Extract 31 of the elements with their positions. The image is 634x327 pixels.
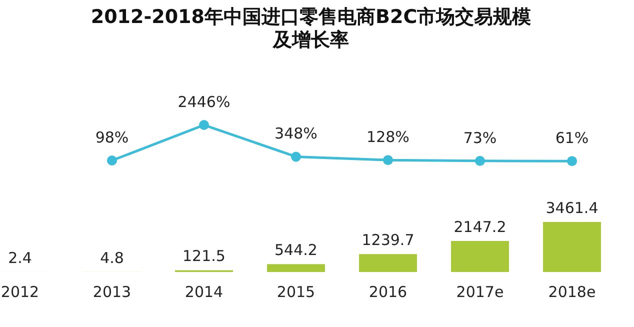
data-label: 98% [95, 128, 129, 147]
bar [451, 240, 509, 272]
point [383, 155, 393, 166]
point [107, 156, 117, 166]
x-tick-label: 2015 [276, 283, 316, 301]
bar [359, 254, 417, 272]
x-tick-label: 2018e [548, 283, 596, 301]
data-label: 73% [463, 128, 497, 147]
data-label: 128% [366, 128, 410, 146]
bar [267, 264, 325, 272]
point [475, 156, 485, 166]
data-label: 61% [555, 129, 589, 148]
data-label: 3461.4 [546, 199, 598, 217]
chart-title: 2012-2018年中国进口零售电商B2C市场交易规模及增长率 [90, 6, 532, 52]
x-tick-label: 2014 [184, 283, 224, 301]
point [199, 120, 209, 130]
data-label: 121.5 [182, 247, 226, 266]
data-label: 4.8 [100, 248, 124, 267]
data-label: 2446% [178, 93, 230, 111]
data-label: 2147.2 [454, 218, 506, 236]
data-label: 544.2 [274, 241, 318, 260]
x-tick-label: 2016 [368, 283, 408, 301]
x-tick-label: 2012 [0, 283, 40, 301]
point [567, 156, 577, 166]
bar [543, 222, 601, 272]
x-tick-label: 2013 [92, 283, 132, 301]
data-label: 2.4 [8, 248, 32, 267]
x-tick-label: 2017e [456, 283, 504, 301]
data-label: 348% [274, 124, 318, 143]
point [291, 152, 301, 162]
data-label: 1239.7 [362, 231, 414, 250]
